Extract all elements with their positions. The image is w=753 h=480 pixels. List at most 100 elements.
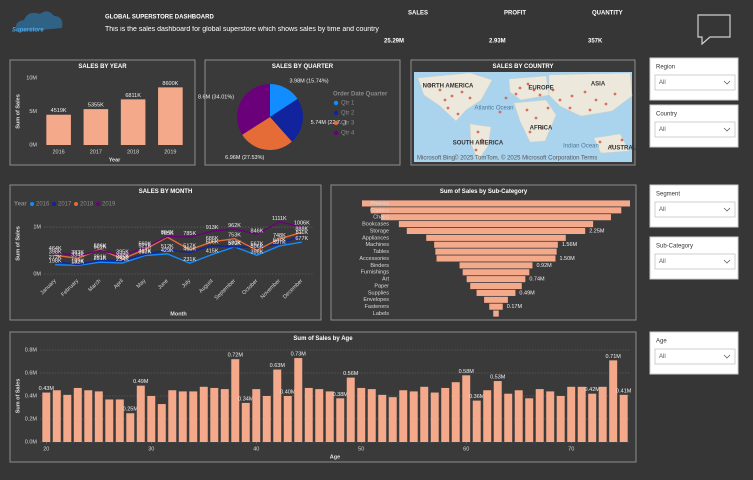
filter-dropdown[interactable] bbox=[654, 348, 736, 365]
map-label: Atlantic Ocean bbox=[474, 106, 513, 112]
x-tick-label: May bbox=[136, 278, 148, 290]
category-label: Accessories bbox=[359, 256, 389, 262]
category-label: Storage bbox=[370, 228, 389, 234]
map-bubble bbox=[474, 148, 478, 152]
map-bubble bbox=[568, 106, 572, 110]
bar bbox=[115, 399, 124, 442]
bar bbox=[399, 390, 408, 442]
map-bubble bbox=[534, 116, 538, 120]
legend-label: 2016 bbox=[36, 202, 50, 208]
bar bbox=[105, 399, 114, 442]
chart-title: SALES BY QUARTER bbox=[272, 64, 334, 70]
category-label: Furnishings bbox=[361, 270, 390, 276]
filter-dropdown[interactable] bbox=[654, 201, 736, 218]
data-label: 0.34M bbox=[238, 396, 254, 402]
data-label: 785K bbox=[183, 231, 196, 237]
category-label: Envelopes bbox=[363, 297, 389, 303]
bar bbox=[304, 387, 313, 442]
bar bbox=[157, 404, 166, 442]
bar bbox=[168, 390, 177, 442]
chart-title: SALES BY YEAR bbox=[78, 64, 127, 70]
data-label: 398K bbox=[251, 249, 264, 255]
y-tick-label: 0.4M bbox=[25, 393, 38, 399]
map-land bbox=[548, 72, 633, 117]
chart-title: SALES BY MONTH bbox=[139, 189, 193, 195]
logo-text: Superstore bbox=[12, 28, 44, 34]
dropdown-chevron bbox=[723, 207, 731, 212]
bar bbox=[210, 387, 219, 442]
funnel-bar bbox=[476, 289, 516, 296]
data-label: 3.98M (15.74%) bbox=[289, 78, 328, 84]
map-bubble bbox=[438, 88, 442, 92]
bar bbox=[178, 391, 187, 442]
pie-slice bbox=[270, 98, 303, 142]
map-bubble bbox=[613, 92, 617, 96]
bar bbox=[598, 386, 607, 442]
x-tick-label: 30 bbox=[148, 446, 154, 452]
bar bbox=[83, 109, 109, 145]
data-label: 0.36M bbox=[469, 394, 485, 400]
x-tick-label: 60 bbox=[463, 446, 469, 452]
bar bbox=[94, 391, 103, 442]
data-label: 334K bbox=[71, 252, 84, 258]
data-label: 1006K bbox=[294, 221, 310, 227]
line-series bbox=[55, 241, 302, 267]
funnel-bar bbox=[362, 200, 630, 207]
data-label: 8600K bbox=[162, 81, 178, 87]
map-bubble bbox=[514, 92, 518, 96]
bar bbox=[535, 389, 544, 442]
map-land bbox=[593, 133, 630, 154]
filter-dropdown[interactable] bbox=[654, 121, 736, 138]
category-label: Fasteners bbox=[365, 304, 390, 310]
legend-marker bbox=[74, 202, 78, 206]
data-label: 506K bbox=[251, 244, 264, 250]
bar bbox=[241, 402, 250, 442]
filter-dropdown[interactable] bbox=[654, 74, 736, 91]
data-label: 199K bbox=[71, 259, 84, 265]
y-tick-label: 5M bbox=[29, 109, 37, 115]
category-label: Chairs bbox=[373, 215, 389, 221]
data-label: 398K bbox=[49, 249, 62, 255]
map-bubble bbox=[504, 96, 508, 100]
data-label: 913K bbox=[206, 225, 219, 231]
data-label: 748K bbox=[273, 233, 286, 239]
bar bbox=[357, 387, 366, 442]
data-label: 567K bbox=[251, 241, 264, 247]
bar bbox=[63, 394, 72, 442]
x-tick-label: 40 bbox=[253, 446, 259, 452]
data-label: 1.50M bbox=[559, 256, 575, 262]
dropdown-chevron bbox=[723, 259, 731, 264]
kpi-value: 357K bbox=[588, 39, 603, 45]
legend-marker bbox=[333, 100, 339, 106]
map-bubble bbox=[460, 90, 464, 94]
data-label: 0.92M bbox=[536, 263, 552, 269]
comment-icon[interactable] bbox=[697, 14, 731, 46]
filter-dropdown[interactable] bbox=[654, 253, 736, 270]
data-label: 686K bbox=[206, 236, 219, 242]
map-bubble bbox=[588, 108, 592, 112]
map-bubble bbox=[532, 88, 536, 92]
data-label: 383K bbox=[71, 250, 84, 256]
x-axis-label: Year bbox=[109, 157, 121, 163]
map-provider: Microsoft Bing bbox=[417, 156, 455, 162]
bar bbox=[556, 396, 565, 442]
data-label: 460K bbox=[183, 246, 196, 252]
data-label: 560K bbox=[138, 242, 151, 248]
bar bbox=[294, 358, 303, 442]
category-label: Labels bbox=[373, 311, 389, 317]
x-tick-label: July bbox=[181, 278, 192, 289]
filter-value: All bbox=[659, 80, 666, 86]
funnel-bar bbox=[459, 262, 533, 269]
dropdown-chevron bbox=[723, 80, 731, 85]
data-label: 5.74M (22.7...) bbox=[311, 120, 347, 126]
y-axis-label: Sum of Sales bbox=[15, 379, 21, 414]
map-land bbox=[513, 99, 557, 143]
y-tick-label: 0M bbox=[29, 142, 37, 148]
pie-slice bbox=[237, 84, 270, 135]
bar bbox=[472, 400, 481, 442]
y-tick-label: 0.0M bbox=[25, 439, 38, 445]
data-label: 846K bbox=[251, 228, 264, 234]
data-label: 5355K bbox=[88, 103, 104, 109]
data-label: 785K bbox=[161, 231, 174, 237]
category-label: Binders bbox=[370, 263, 389, 269]
